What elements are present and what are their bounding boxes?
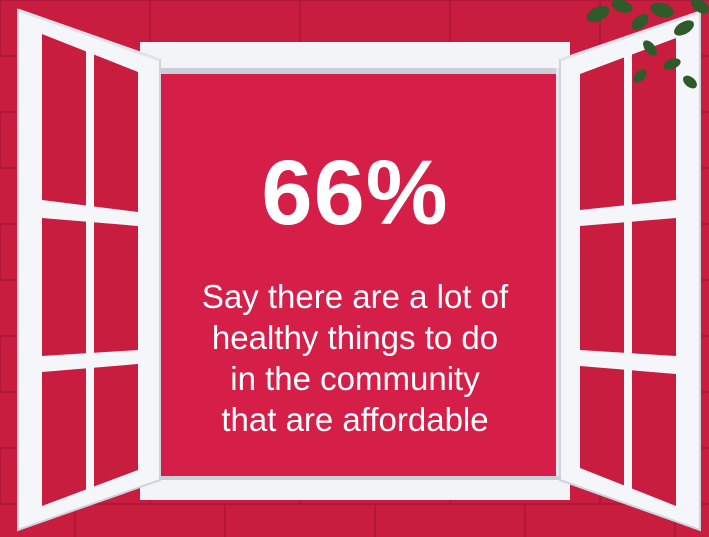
window-opening [150, 70, 560, 480]
right-window-panel [559, 10, 701, 532]
stat-percentage: 66% [261, 142, 449, 244]
left-window-panel [17, 8, 161, 532]
caption-line: in the community [230, 360, 480, 397]
caption-line: Say there are a lot of [201, 278, 509, 315]
caption-line: that are affordable [221, 401, 489, 438]
stat-caption: Say there are a lot of healthy things to… [150, 276, 560, 440]
ivy-leaves-icon [586, 0, 709, 89]
caption-line: healthy things to do [211, 319, 499, 356]
